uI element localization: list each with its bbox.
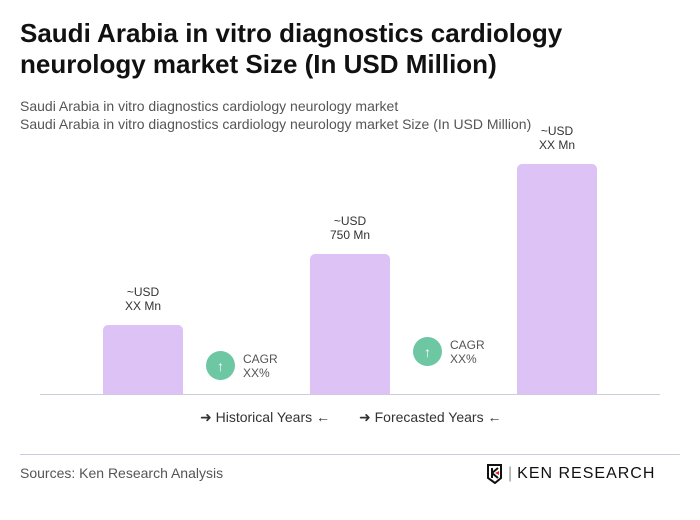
- bar-label-line: XX Mn: [538, 138, 575, 152]
- legend-label: Forecasted Years: [374, 409, 484, 425]
- legend-forecasted: ➜ Forecasted Years ←: [359, 409, 502, 425]
- cagr-label: CAGR: [243, 351, 278, 366]
- cagr-badge: ↑ CAGR XX%: [206, 351, 278, 380]
- bar-label: ~USD 750 Mn: [300, 214, 400, 242]
- bar: [310, 254, 390, 394]
- cagr-value: XX%: [243, 365, 270, 380]
- cagr-badge: ↑ CAGR XX%: [413, 337, 485, 366]
- arrow-up-icon: ↑: [206, 351, 235, 380]
- x-axis: [40, 394, 660, 395]
- cagr-value: XX%: [450, 351, 477, 366]
- logo-icon: [487, 464, 502, 484]
- subtitle-2: Saudi Arabia in vitro diagnostics cardio…: [20, 116, 532, 132]
- bar-label: ~USD XX Mn: [93, 285, 193, 313]
- bar-label-line: ~USD: [333, 214, 367, 228]
- bar: [103, 325, 183, 394]
- source-text: Sources: Ken Research Analysis: [20, 465, 224, 481]
- subtitle: Saudi Arabia in vitro diagnostics cardio…: [20, 98, 399, 114]
- bar-label: ~USD XX Mn: [507, 124, 607, 152]
- legend-historical: ➜ Historical Years ←: [200, 409, 331, 425]
- cagr-label: CAGR: [450, 337, 485, 352]
- bar: [517, 164, 597, 394]
- arrow-up-icon: ↑: [413, 337, 442, 366]
- bar-label-line: 750 Mn: [329, 228, 371, 242]
- chart-title: Saudi Arabia in vitro diagnostics cardio…: [20, 18, 563, 79]
- footer-divider: [20, 454, 680, 455]
- bar-label-line: ~USD: [540, 124, 574, 138]
- ken-research-logo: | KEN RESEARCH: [486, 464, 655, 484]
- bar-label-line: ~USD: [126, 285, 160, 299]
- legend-label: Historical Years: [215, 409, 313, 425]
- bar-label-line: XX Mn: [124, 299, 161, 313]
- logo-text: KEN RESEARCH: [517, 465, 656, 482]
